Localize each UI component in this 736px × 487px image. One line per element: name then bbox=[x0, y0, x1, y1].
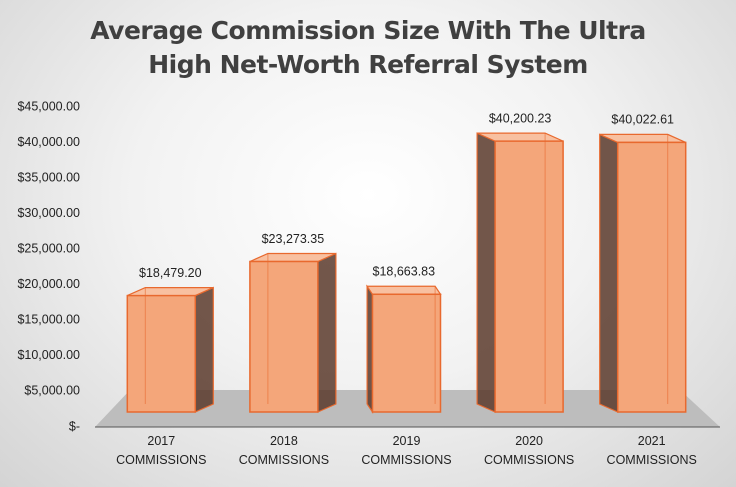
bar bbox=[249, 260, 319, 413]
y-tick-label: $30,000.00 bbox=[17, 206, 80, 220]
bar bbox=[371, 293, 442, 413]
x-tick-label: 2020 COMMISSIONS bbox=[484, 434, 574, 467]
bar-group bbox=[126, 286, 214, 413]
y-tick-label: $- bbox=[69, 419, 80, 433]
x-tick-label: 2019 COMMISSIONS bbox=[361, 434, 451, 467]
data-label: $40,200.23 bbox=[489, 111, 552, 125]
bar-side bbox=[366, 284, 374, 414]
bar-side bbox=[476, 132, 496, 413]
bar-group bbox=[249, 252, 337, 413]
bar-group bbox=[599, 133, 687, 413]
y-tick-label: $10,000.00 bbox=[17, 348, 80, 362]
bar-side bbox=[599, 133, 619, 413]
bar bbox=[126, 294, 197, 413]
data-label: $18,663.83 bbox=[373, 265, 436, 279]
x-tick-label: 2017 COMMISSIONS bbox=[116, 434, 206, 467]
chart-title: Average Commission Size With The Ultra H… bbox=[90, 16, 646, 79]
bar bbox=[616, 141, 687, 413]
y-tick-label: $35,000.00 bbox=[17, 170, 80, 184]
bar-side bbox=[317, 252, 337, 413]
x-tick-label: 2021 COMMISSIONS bbox=[607, 434, 697, 467]
y-tick-label: $45,000.00 bbox=[17, 99, 80, 113]
y-tick-label: $25,000.00 bbox=[17, 242, 80, 256]
data-label: $18,479.20 bbox=[139, 266, 202, 280]
x-tick-label: 2018 COMMISSIONS bbox=[239, 434, 329, 467]
y-tick-label: $20,000.00 bbox=[17, 277, 80, 291]
data-label: $23,273.35 bbox=[262, 232, 325, 246]
y-tick-label: $5,000.00 bbox=[24, 384, 80, 398]
data-label: $40,022.61 bbox=[611, 113, 674, 127]
bar-top bbox=[365, 285, 442, 295]
bar-side bbox=[194, 286, 214, 413]
bar bbox=[494, 140, 564, 413]
y-tick-label: $40,000.00 bbox=[17, 135, 80, 149]
y-tick-label: $15,000.00 bbox=[17, 313, 80, 327]
bar-group bbox=[476, 132, 564, 413]
bar-group bbox=[365, 284, 442, 414]
